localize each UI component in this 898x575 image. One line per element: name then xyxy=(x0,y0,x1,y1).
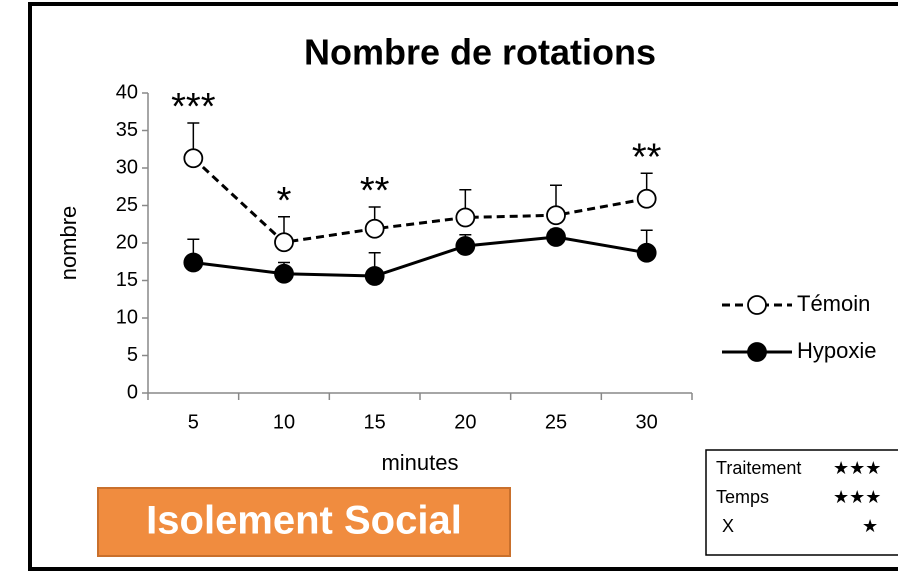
x-tick-label: 15 xyxy=(364,411,386,433)
legend-label: Témoin xyxy=(797,291,870,316)
y-tick-label: 40 xyxy=(116,81,138,103)
point xyxy=(455,207,476,228)
point xyxy=(274,263,294,284)
chart-title: Nombre de rotations xyxy=(304,32,656,73)
y-tick-label: 5 xyxy=(127,344,138,366)
stats-label: Traitement xyxy=(716,458,801,478)
series-line xyxy=(193,235,647,278)
x-tick-label: 10 xyxy=(273,411,295,433)
stats-label: Temps xyxy=(716,487,769,507)
y-tick-label: 0 xyxy=(127,381,138,403)
stats-label: X xyxy=(722,516,734,536)
y-tick-label: 10 xyxy=(116,306,138,328)
y-axis-label: nombre xyxy=(56,206,81,281)
badge-box xyxy=(97,487,511,557)
point xyxy=(636,242,657,263)
y-tick-label: 35 xyxy=(116,119,138,141)
y-tick-label: 15 xyxy=(116,269,138,291)
point xyxy=(183,252,204,273)
y-tick-label: 30 xyxy=(116,156,138,178)
significance-label: ** xyxy=(360,170,390,212)
stats-stars: ★★★ xyxy=(833,487,881,507)
badge-text: Isolement Social xyxy=(146,499,462,543)
x-tick-label: 20 xyxy=(454,411,476,433)
y-tick-label: 25 xyxy=(116,194,138,216)
legend-marker xyxy=(747,342,767,362)
legend-label: Hypoxie xyxy=(797,338,876,363)
stats-box xyxy=(705,449,898,556)
legend-marker xyxy=(747,295,767,315)
point xyxy=(636,188,657,209)
point xyxy=(546,227,566,247)
y-tick-label: 20 xyxy=(116,231,138,253)
point xyxy=(455,236,476,256)
x-tick-label: 25 xyxy=(545,411,567,433)
point xyxy=(183,148,204,169)
x-tick-label: 30 xyxy=(636,411,658,433)
x-axis-label: minutes xyxy=(381,450,458,475)
point xyxy=(274,232,294,253)
series-line xyxy=(192,157,647,244)
point xyxy=(364,266,385,286)
x-tick-label: 5 xyxy=(188,411,199,433)
stats-stars: ★ xyxy=(862,516,878,536)
significance-label: ** xyxy=(632,136,662,178)
significance-label: * xyxy=(277,180,292,222)
point xyxy=(364,218,385,239)
point xyxy=(546,205,566,226)
significance-label: *** xyxy=(171,86,216,128)
stats-stars: ★★★ xyxy=(833,458,881,478)
